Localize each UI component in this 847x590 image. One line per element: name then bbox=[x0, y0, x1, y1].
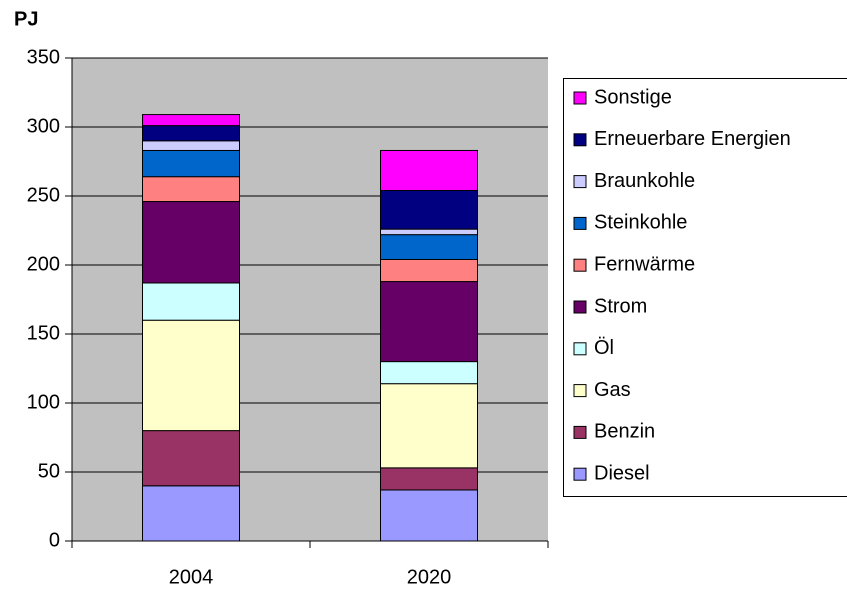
y-tick-label: 100 bbox=[27, 391, 60, 413]
bar-segment bbox=[142, 176, 240, 203]
y-axis-label: PJ bbox=[14, 8, 38, 30]
bar-segment bbox=[380, 361, 478, 385]
x-tick-label: 2004 bbox=[169, 566, 214, 588]
bar-segment bbox=[142, 430, 240, 487]
bar-segment bbox=[380, 258, 478, 283]
legend-label: Fernwärme bbox=[594, 253, 695, 275]
legend-label: Öl bbox=[594, 337, 614, 359]
y-tick-label: 250 bbox=[27, 184, 60, 206]
legend-swatch bbox=[573, 425, 587, 439]
bar-segment bbox=[380, 149, 478, 191]
legend-label: Benzin bbox=[594, 421, 655, 443]
bar-segment bbox=[142, 201, 240, 284]
legend-swatch bbox=[573, 216, 587, 230]
bar-segment bbox=[142, 485, 240, 542]
bar-segment bbox=[142, 125, 240, 142]
bar-segment bbox=[380, 234, 478, 260]
legend-swatch bbox=[573, 467, 587, 481]
legend-label: Erneuerbare Energien bbox=[594, 128, 791, 150]
legend-label: Braunkohle bbox=[594, 170, 695, 192]
legend-label: Sonstige bbox=[594, 86, 672, 108]
legend-box bbox=[563, 78, 847, 497]
y-tick-label: 150 bbox=[27, 322, 60, 344]
y-tick-label: 200 bbox=[27, 253, 60, 275]
bar-segment bbox=[142, 114, 240, 127]
legend-label: Gas bbox=[594, 379, 631, 401]
legend-label: Steinkohle bbox=[594, 212, 687, 234]
bar-segment bbox=[380, 467, 478, 491]
bar-segment bbox=[380, 189, 478, 230]
y-tick-label: 300 bbox=[27, 115, 60, 137]
bar-segment bbox=[142, 319, 240, 432]
bar-segment bbox=[380, 281, 478, 363]
legend-swatch bbox=[573, 133, 587, 147]
y-tick-label: 350 bbox=[27, 46, 60, 68]
bar-segment bbox=[142, 149, 240, 178]
bar-segment bbox=[142, 282, 240, 321]
bar-segment bbox=[380, 489, 478, 542]
bar-segment bbox=[380, 228, 478, 236]
x-tick-label: 2020 bbox=[407, 566, 452, 588]
legend-swatch bbox=[573, 384, 587, 398]
legend-swatch bbox=[573, 258, 587, 272]
legend-label: Strom bbox=[594, 295, 647, 317]
y-tick-label: 0 bbox=[49, 529, 60, 551]
legend-label: Diesel bbox=[594, 462, 650, 484]
legend-swatch bbox=[573, 300, 587, 314]
legend-swatch bbox=[573, 175, 587, 189]
y-tick-label: 50 bbox=[38, 460, 60, 482]
bar-segment bbox=[142, 140, 240, 151]
legend-swatch bbox=[573, 91, 587, 105]
bar-segment bbox=[380, 383, 478, 469]
legend-swatch bbox=[573, 342, 587, 356]
